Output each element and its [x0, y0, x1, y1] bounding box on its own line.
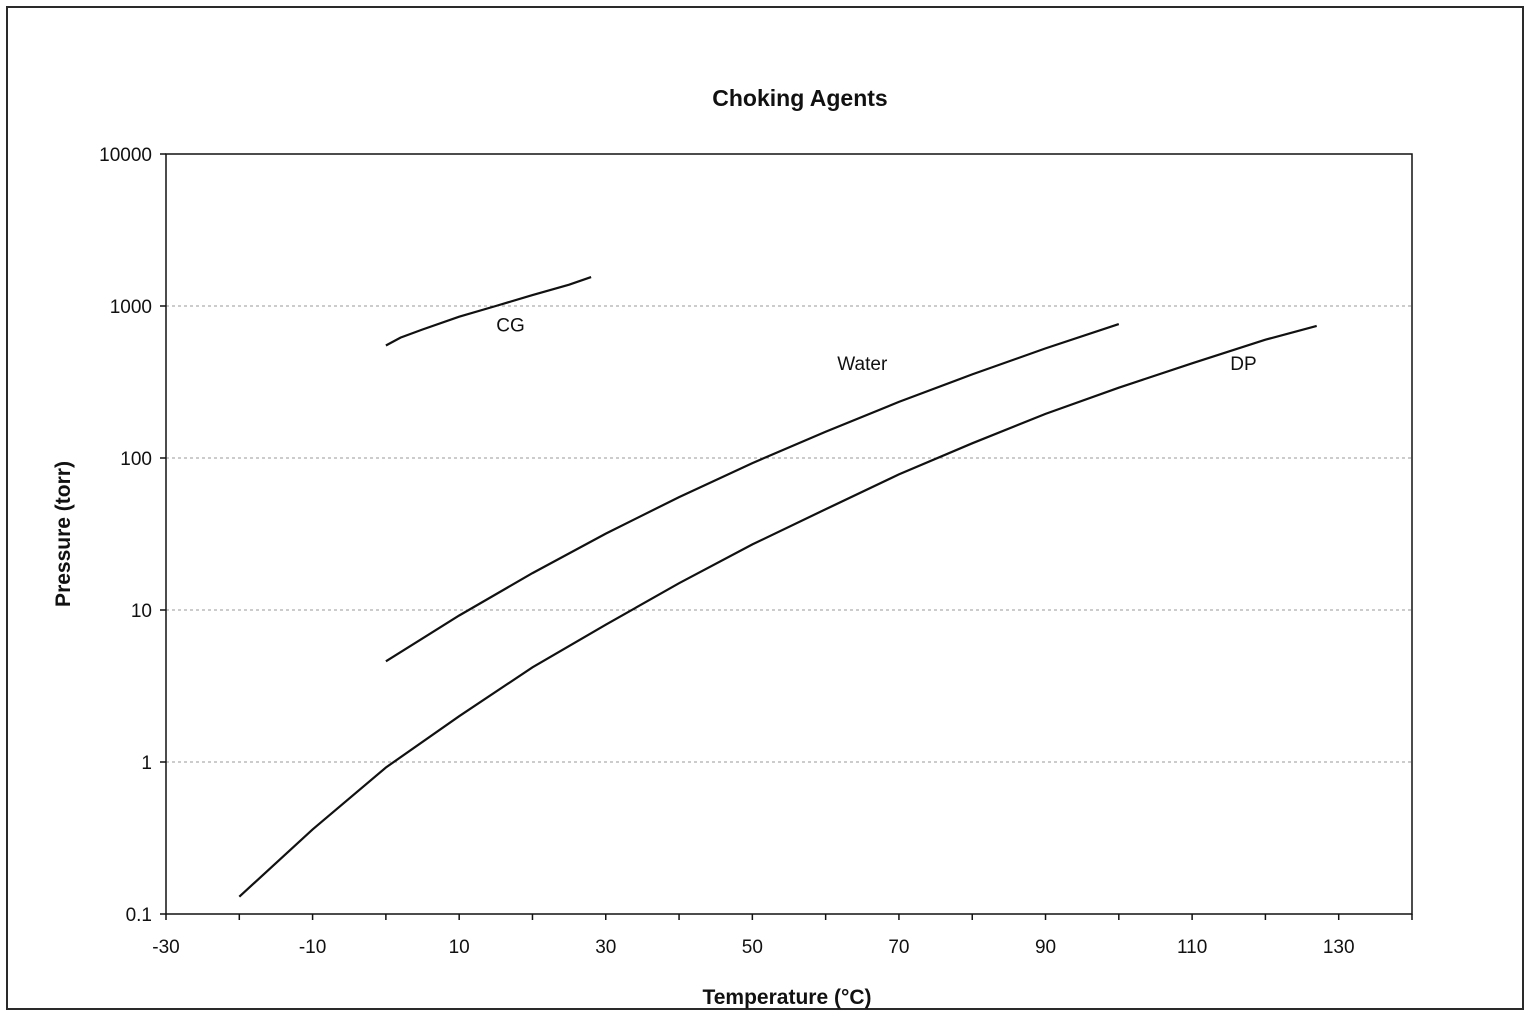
y-tick-label: 100	[120, 449, 152, 470]
x-tick-label: 110	[1177, 937, 1207, 958]
y-axis-label: Pressure (torr)	[52, 461, 75, 607]
x-tick-label: 50	[742, 937, 763, 958]
chart-svg: Choking Agents -30 -10 10 30 50 70 90 110 130 0.…	[52, 85, 1413, 1009]
chart-frame: Choking Agents -30 -10 10 30 50 70 90 110 130 0.…	[6, 6, 1524, 1010]
y-axis-ticks: 0.1 1 10 100 1000 10000	[99, 145, 166, 926]
series-line-dp	[238, 324, 1317, 898]
series-label-dp: DP	[1230, 354, 1256, 375]
x-tick-label: 90	[1035, 937, 1056, 958]
y-tick-label: 0.1	[126, 905, 152, 926]
x-axis-ticks: -30 -10 10 30 50 70 90 110 130	[152, 914, 1413, 958]
y-tick-label: 10	[131, 601, 152, 622]
y-tick-label: 1	[141, 753, 152, 774]
series-label-cg: CG	[496, 315, 525, 336]
x-tick-label: 30	[595, 937, 616, 958]
plot-area-border	[165, 153, 1413, 915]
x-tick-label: 10	[449, 937, 470, 958]
x-tick-label: 130	[1323, 937, 1355, 958]
x-tick-label: -10	[299, 937, 326, 958]
x-tick-label: -30	[152, 937, 179, 958]
grid-lines	[166, 305, 1412, 763]
y-tick-label: 1000	[110, 297, 152, 318]
x-axis-label: Temperature (°C)	[702, 986, 871, 1009]
series-labels: CG Water DP	[496, 315, 1256, 374]
series-line-water	[385, 323, 1120, 663]
y-tick-label: 10000	[99, 145, 152, 166]
series-label-water: Water	[837, 354, 888, 375]
series-lines	[238, 276, 1317, 898]
chart-title: Choking Agents	[712, 85, 887, 111]
x-tick-label: 70	[888, 937, 909, 958]
series-line-cg	[385, 276, 592, 347]
